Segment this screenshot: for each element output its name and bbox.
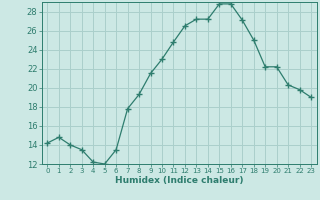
X-axis label: Humidex (Indice chaleur): Humidex (Indice chaleur)	[115, 176, 244, 185]
